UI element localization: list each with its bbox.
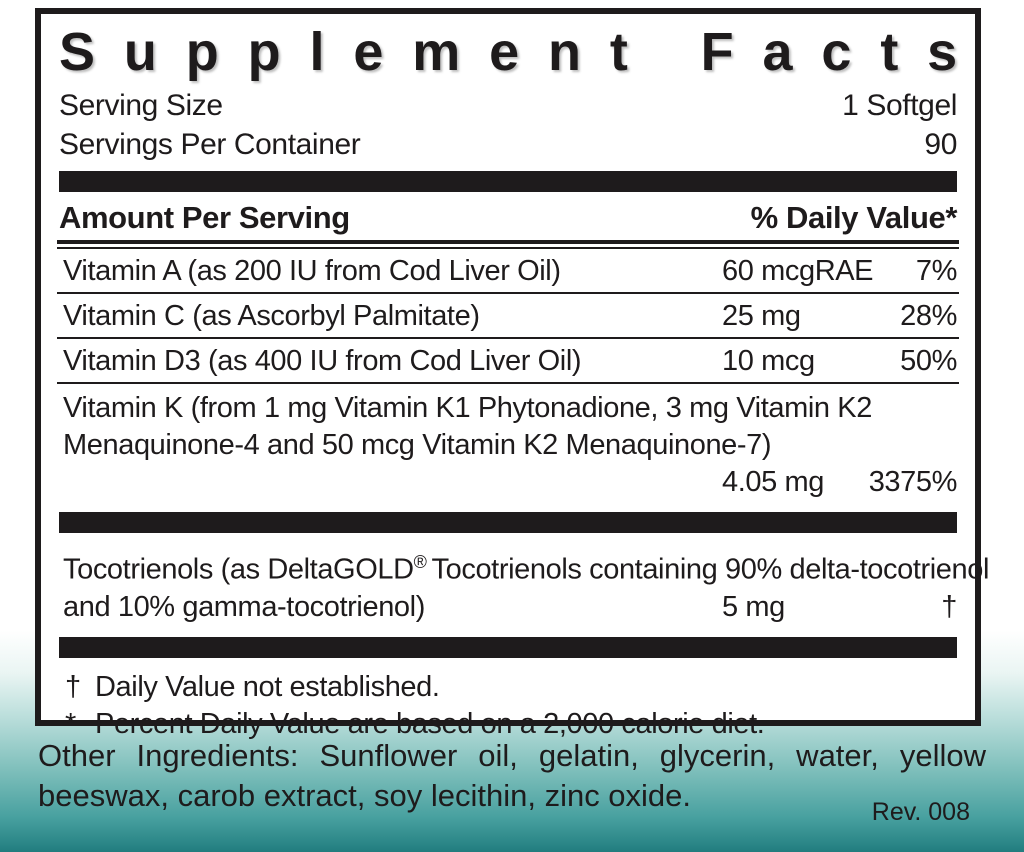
nutrient-name-line1: Vitamin K (from 1 mg Vitamin K1 Phytonad… [63, 392, 872, 424]
servings-per-container-row: Servings Per Container 90 [57, 125, 959, 164]
nutrient-name-line2: Menaquinone-4 and 50 mcg Vitamin K2 Mena… [63, 429, 772, 461]
other-ingredients-line1: Other Ingredients: Sunflower oil, gelati… [38, 738, 986, 773]
nutrient-dv: 28% [900, 300, 957, 332]
separator-bar-bottom [59, 636, 957, 658]
dagger-symbol: † [65, 670, 81, 703]
serving-size-value: 1 Softgel [842, 89, 957, 122]
other-ingredients-line2: beeswax, carob extract, soy lecithin, zi… [38, 778, 692, 813]
nutrient-amount-line: and 10% gamma-tocotrienol) 5 mg † [63, 589, 957, 626]
nutrient-name: Vitamin D3 (as 400 IU from Cod Liver Oil… [63, 345, 582, 377]
nutrient-amount: 5 mg [722, 590, 785, 623]
nutrient-dv: † [941, 590, 957, 623]
footnotes: † Daily Value not established. * Percent… [57, 663, 959, 743]
nutrient-name-line2: and 10% gamma-tocotrienol) [63, 590, 425, 623]
nutrient-amount: 10 mcg [722, 345, 815, 377]
nutrient-dv: 3375% [868, 466, 958, 498]
row-vitamin-c: Vitamin C (as Ascorbyl Palmitate) 25 mg … [57, 294, 959, 339]
registered-trademark-symbol: ® [413, 552, 427, 572]
row-vitamin-k: Vitamin K (from 1 mg Vitamin K1 Phytonad… [57, 384, 959, 505]
amount-per-serving-header: Amount Per Serving [59, 200, 350, 235]
serving-size-label: Serving Size [59, 89, 223, 122]
separator-bar-top [59, 171, 957, 192]
header-double-rule [57, 240, 959, 249]
nutrient-name: Vitamin C (as Ascorbyl Palmitate) [63, 300, 480, 332]
daily-value-header: % Daily Value* [750, 200, 958, 235]
footnote-asterisk: * Percent Daily Value are based on a 2,0… [65, 706, 957, 743]
nutrient-amount-line: 4.05 mg 3375% [63, 464, 957, 501]
nutrient-amount: 25 mg [722, 300, 801, 332]
footnote-text: Daily Value not established. [95, 670, 440, 703]
nutrient-amount: 60 mcgRAE [722, 255, 874, 287]
row-vitamin-a: Vitamin A (as 200 IU from Cod Liver Oil)… [57, 249, 959, 294]
nutrient-name: Vitamin A (as 200 IU from Cod Liver Oil) [63, 255, 561, 287]
footnote-text: Percent Daily Value are based on a 2,000… [95, 707, 765, 740]
separator-bar-middle [59, 512, 957, 533]
asterisk-symbol: * [65, 707, 76, 740]
nutrient-dv: 50% [900, 345, 957, 377]
servings-per-container-value: 90 [924, 128, 957, 161]
nutrient-dv: 7% [915, 255, 958, 287]
serving-size-row: Serving Size 1 Softgel [57, 86, 959, 125]
row-tocotrienols: Tocotrienols (as DeltaGOLD® Tocotrienols … [57, 538, 990, 630]
servings-per-container-label: Servings Per Container [59, 128, 361, 161]
nutrient-amount: 4.05 mg [722, 466, 824, 498]
nutrient-name-line1: Tocotrienols (as DeltaGOLD® Tocotrienols … [63, 552, 990, 586]
label-footer: Other Ingredients: Sunflower oil, gelati… [38, 736, 986, 826]
revision-number: Rev. 008 [871, 798, 970, 826]
footnote-dagger: † Daily Value not established. [65, 669, 957, 706]
table-column-header: Amount Per Serving % Daily Value* [57, 197, 959, 238]
row-vitamin-d3: Vitamin D3 (as 400 IU from Cod Liver Oil… [57, 339, 959, 384]
